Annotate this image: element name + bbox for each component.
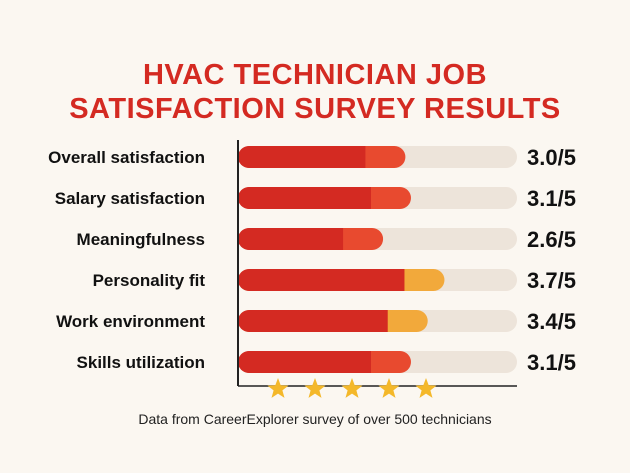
category-label: Personality fit — [93, 271, 206, 290]
value-label: 2.6/5 — [527, 227, 576, 252]
bar-group — [238, 228, 517, 250]
star-icon — [267, 378, 289, 398]
chart-title-line-2: SATISFACTION SURVEY RESULTS — [69, 93, 561, 125]
bar-group — [238, 187, 517, 209]
category-label: Overall satisfaction — [48, 148, 205, 167]
category-label: Skills utilization — [77, 353, 205, 372]
bar — [238, 310, 388, 332]
bar — [238, 351, 371, 373]
star-icon — [304, 378, 326, 398]
star-icon — [341, 378, 363, 398]
bar — [238, 269, 405, 291]
bar-group — [238, 146, 517, 168]
category-label: Work environment — [56, 312, 205, 331]
category-label: Meaningfulness — [77, 230, 205, 249]
bar — [238, 187, 371, 209]
bar-group — [238, 269, 517, 291]
chart-title-line-1: HVAC TECHNICIAN JOB — [142, 59, 488, 91]
star-icon — [378, 378, 400, 398]
value-label: 3.7/5 — [527, 268, 576, 293]
bar-group — [238, 351, 517, 373]
value-label: 3.4/5 — [527, 309, 576, 334]
footnote: Data from CareerExplorer survey of over … — [138, 411, 492, 427]
value-label: 3.1/5 — [527, 350, 576, 375]
bar — [238, 146, 366, 168]
bar-group — [238, 310, 517, 332]
value-label: 3.0/5 — [527, 145, 576, 170]
category-label: Salary satisfaction — [55, 189, 205, 208]
star-icon — [415, 378, 437, 398]
chart-title: HVAC TECHNICIAN JOB SATISFACTION SURVEY … — [0, 58, 630, 126]
value-label: 3.1/5 — [527, 186, 576, 211]
bar — [238, 228, 344, 250]
